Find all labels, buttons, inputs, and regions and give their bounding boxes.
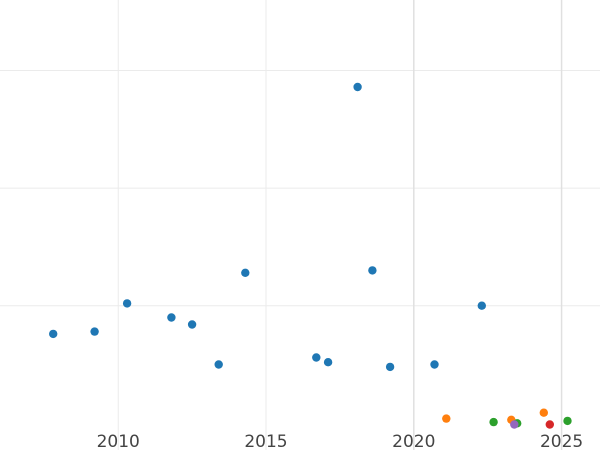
data-point xyxy=(312,353,321,362)
data-point xyxy=(323,358,333,367)
data-point xyxy=(477,301,486,310)
data-point xyxy=(430,360,439,369)
data-point xyxy=(122,299,132,308)
data-point xyxy=(545,420,554,429)
data-point xyxy=(385,362,395,372)
x-tick-label: 2010 xyxy=(97,432,140,450)
data-point xyxy=(90,327,99,336)
data-point xyxy=(510,420,519,429)
data-point xyxy=(489,417,498,427)
x-tick-label: 2020 xyxy=(392,432,435,450)
data-point xyxy=(167,313,176,322)
x-tick-label: 2025 xyxy=(540,432,583,450)
data-point xyxy=(539,408,548,417)
data-point xyxy=(214,360,223,369)
data-point xyxy=(368,266,377,275)
data-point xyxy=(187,320,197,329)
data-point xyxy=(241,268,250,277)
data-point xyxy=(353,82,362,92)
data-point xyxy=(563,416,572,426)
data-point xyxy=(49,329,58,339)
x-tick-label: 2015 xyxy=(244,432,287,450)
x-axis-ticks: 2010 2015 2020 2025 xyxy=(97,432,584,450)
points-layer xyxy=(49,82,572,429)
data-point xyxy=(442,414,451,423)
